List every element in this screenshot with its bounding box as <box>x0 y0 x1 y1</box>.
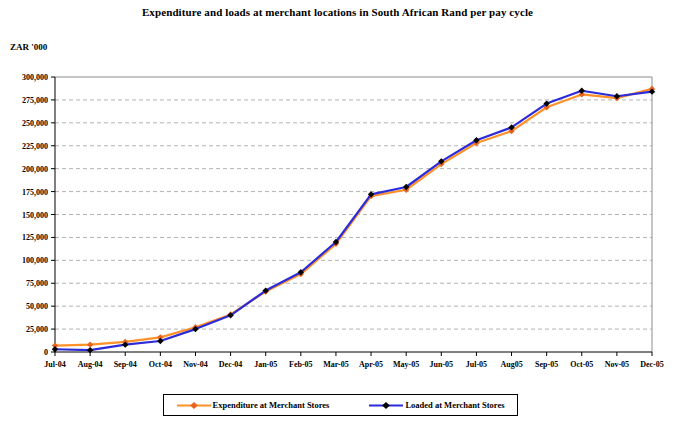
legend-label-loaded: Loaded at Merchant Stores <box>405 400 504 410</box>
svg-text:Sep-05: Sep-05 <box>535 360 558 369</box>
svg-text:Jun-05: Jun-05 <box>430 360 454 369</box>
svg-text:Jan-05: Jan-05 <box>254 360 277 369</box>
svg-text:Apr-05: Apr-05 <box>359 360 383 369</box>
svg-text:Feb-05: Feb-05 <box>289 360 313 369</box>
svg-text:May-05: May-05 <box>393 360 419 369</box>
plot-area: 0 25,000 50,000 75,000 100,000 125,000 150,000… <box>0 0 675 425</box>
svg-text:0: 0 <box>44 348 48 357</box>
svg-text:175,000: 175,000 <box>22 188 48 197</box>
chart-container: Expenditure and loads at merchant locati… <box>0 0 675 425</box>
svg-text:Oct-04: Oct-04 <box>149 360 172 369</box>
svg-text:250,000: 250,000 <box>22 119 48 128</box>
svg-text:200,000: 200,000 <box>22 165 48 174</box>
svg-text:Jul-04: Jul-04 <box>44 360 65 369</box>
svg-text:Oct-05: Oct-05 <box>570 360 593 369</box>
svg-text:25,000: 25,000 <box>26 325 48 334</box>
svg-text:Nov-04: Nov-04 <box>183 360 207 369</box>
svg-text:50,000: 50,000 <box>26 302 48 311</box>
legend-label-expenditure: Expenditure at Merchant Stores <box>213 400 330 410</box>
expenditure-series-swatch-icon <box>177 401 211 410</box>
svg-text:125,000: 125,000 <box>22 233 48 242</box>
svg-text:Dec-05: Dec-05 <box>640 360 664 369</box>
svg-text:Mar-05: Mar-05 <box>323 360 348 369</box>
svg-text:Aug-04: Aug-04 <box>78 360 103 369</box>
svg-text:275,000: 275,000 <box>22 96 48 105</box>
legend-item-loaded: Loaded at Merchant Stores <box>369 400 504 410</box>
legend-item-expenditure: Expenditure at Merchant Stores <box>177 400 330 410</box>
svg-text:Dec-04: Dec-04 <box>219 360 243 369</box>
legend: Expenditure at Merchant Stores Loaded at… <box>163 394 518 416</box>
svg-text:Nov-05: Nov-05 <box>605 360 629 369</box>
svg-text:Aug05: Aug05 <box>500 360 522 369</box>
loaded-series-swatch-icon <box>369 401 403 410</box>
svg-text:300,000: 300,000 <box>22 73 48 82</box>
svg-text:75,000: 75,000 <box>26 279 48 288</box>
svg-text:Jul-05: Jul-05 <box>466 360 487 369</box>
svg-text:225,000: 225,000 <box>22 142 48 151</box>
svg-text:Sep-04: Sep-04 <box>114 360 137 369</box>
svg-text:150,000: 150,000 <box>22 211 48 220</box>
svg-text:100,000: 100,000 <box>22 256 48 265</box>
